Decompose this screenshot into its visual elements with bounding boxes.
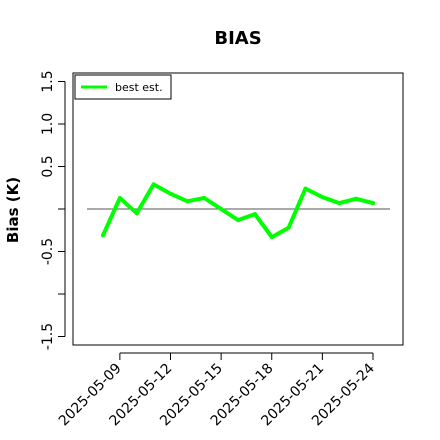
series-layer (101, 182, 375, 240)
y-axis: -1.5 -0.5 0.5 1.0 1.5 (40, 70, 66, 350)
data-point (337, 201, 342, 206)
data-point (202, 196, 207, 200)
data-point (185, 199, 190, 204)
data-point (371, 201, 375, 206)
legend: best est. (74, 74, 172, 100)
data-point (320, 195, 325, 200)
data-point (117, 196, 122, 200)
y-tick-label: -0.5 (40, 238, 56, 265)
data-point (303, 186, 308, 191)
series-line (101, 182, 375, 240)
data-point (236, 218, 240, 223)
data-point (151, 182, 156, 187)
data-point (134, 211, 139, 216)
y-tick-label: 1.5 (40, 70, 56, 92)
legend-box (74, 74, 172, 100)
data-point (354, 196, 359, 201)
chart-title: BIAS (214, 28, 261, 49)
data-point (101, 233, 105, 238)
y-axis-label: Bias (K) (4, 177, 22, 243)
data-point (168, 191, 173, 196)
y-tick-label: 0.5 (40, 155, 56, 177)
y-tick-label: -1.5 (40, 323, 56, 350)
data-point (269, 235, 274, 240)
data-point (286, 225, 291, 230)
legend-label: best est. (115, 81, 163, 94)
y-tick-label: 1.0 (40, 113, 56, 135)
plot-area (72, 72, 404, 346)
x-axis: 2025-05-092025-05-122025-05-152025-05-18… (56, 352, 378, 429)
data-point (252, 212, 257, 217)
data-point (219, 207, 224, 211)
